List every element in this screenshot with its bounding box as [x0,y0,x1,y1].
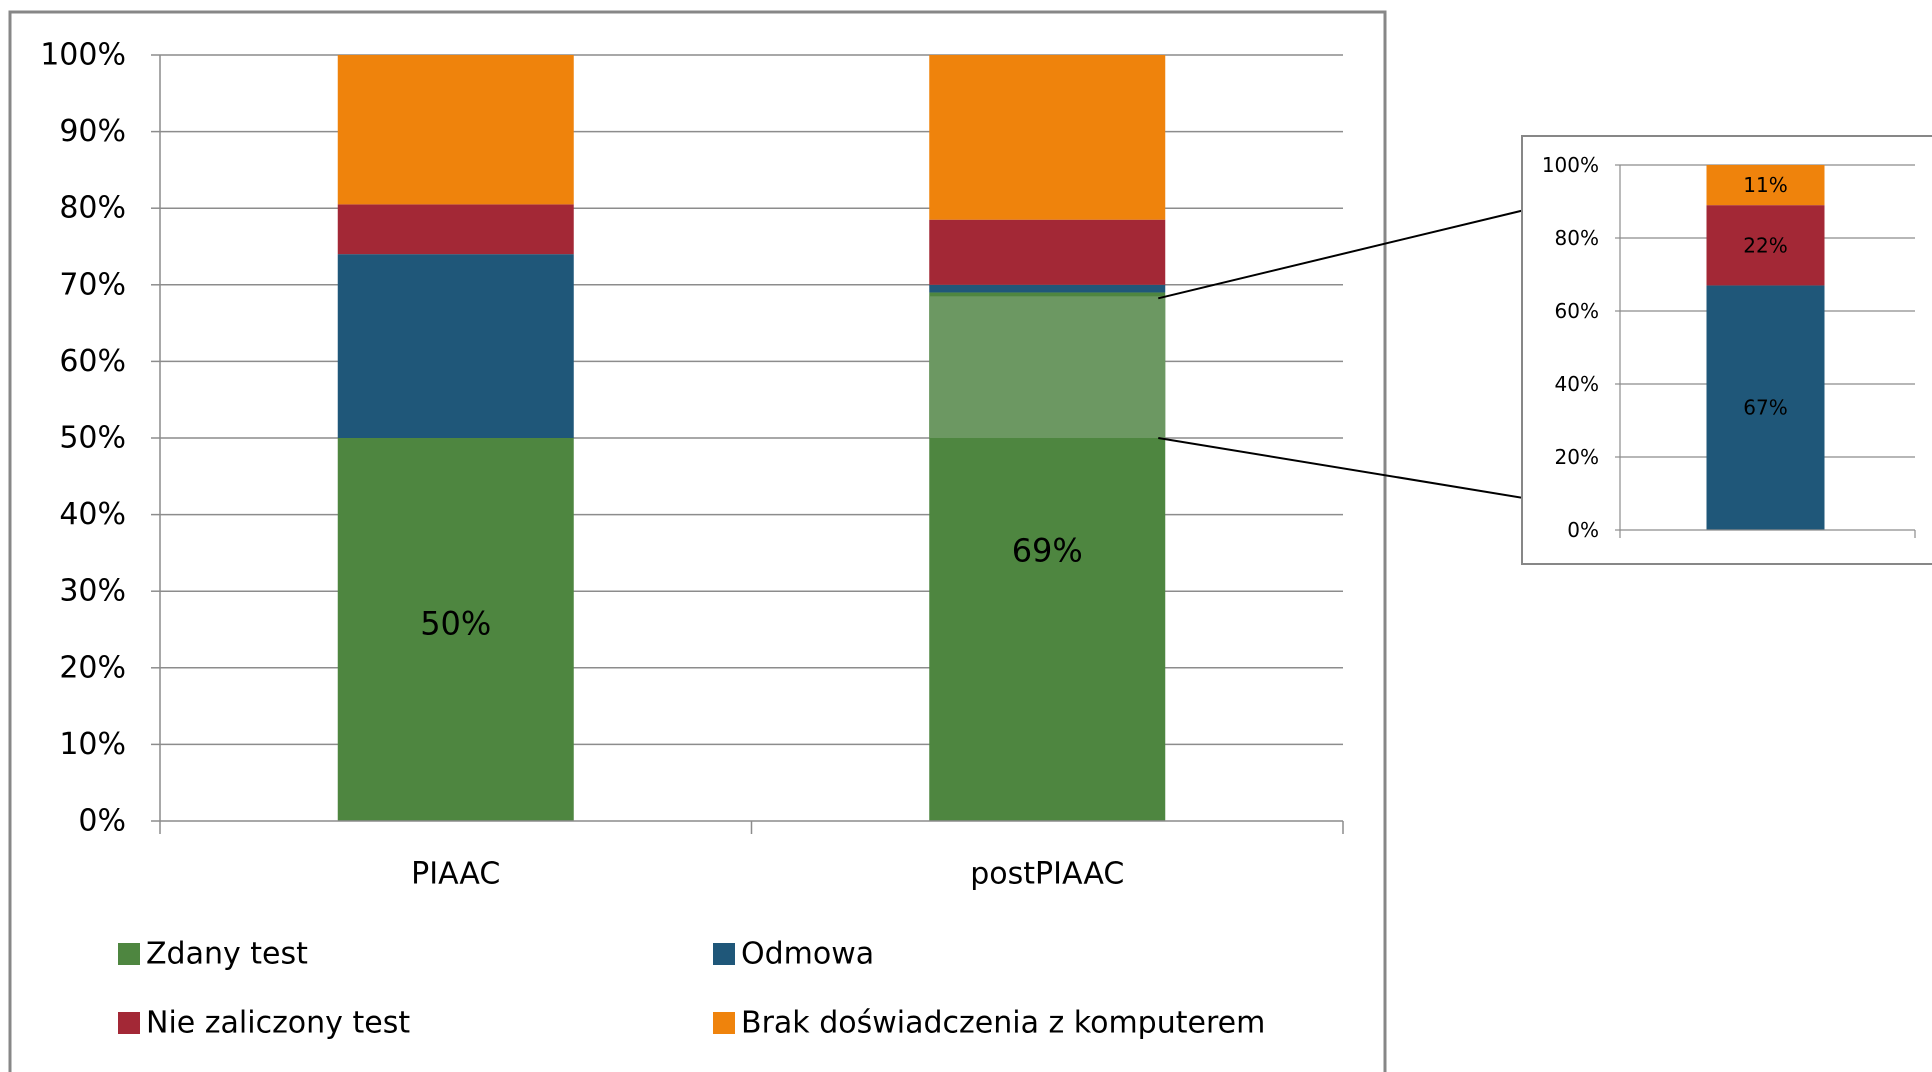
inset-bar-data-label: 22% [1743,233,1787,257]
inset-chart-axes [1619,165,1916,538]
inset-y-tick-label: 20% [1555,445,1599,469]
inset-bar-segment [1706,285,1825,530]
y-tick-label: 10% [59,727,126,762]
zoomed-segment-highlight [929,296,1166,438]
bar-segment [337,55,574,205]
legend-label: Zdany test [146,937,308,972]
y-tick-label: 30% [59,574,126,609]
legend-swatch [118,943,140,965]
x-tick-label: PIAAC [411,857,500,892]
inset-y-tick-label: 60% [1555,299,1599,323]
main-chart-bars [337,55,1166,822]
y-tick-label: 60% [59,344,126,379]
inset-bar-segment [1706,165,1825,206]
bar-data-label: 50% [420,605,491,643]
bar-segment [337,438,574,821]
y-tick-label: 0% [78,804,126,839]
bar-segment [337,204,574,255]
x-tick-label: postPIAAC [970,857,1124,892]
y-tick-label: 80% [59,191,126,226]
legend-label: Odmowa [741,937,874,972]
y-tick-label: 100% [40,38,126,73]
y-tick-label: 90% [59,114,126,149]
legend-swatch [713,943,735,965]
y-tick-label: 70% [59,267,126,302]
legend-swatch [713,1012,735,1034]
inset-y-tick-label: 0% [1567,518,1599,542]
legend-label: Brak doświadczenia z komputerem [741,1006,1265,1041]
inset-chart-data-labels: 67% 22% 11% [1743,173,1787,420]
inset-bar-data-label: 67% [1743,396,1787,420]
inset-bar-data-label: 11% [1743,173,1787,197]
bar-segment [337,254,574,438]
inset-chart-gridlines: 0% 20% 40% 60% 80% 100% [1542,153,1915,542]
main-chart-border [8,10,1387,1072]
bar-data-label: 69% [1012,532,1083,570]
legend-label: Nie zaliczony test [146,1006,410,1041]
inset-y-tick-label: 100% [1542,153,1599,177]
bar-segment [929,55,1166,220]
main-chart-axes: PIAAC postPIAAC [159,55,1344,892]
main-chart-data-labels: 50% 69% [420,532,1083,643]
y-tick-label: 50% [59,421,126,456]
bar-segment [929,219,1166,285]
legend-swatch [118,1012,140,1034]
legend: Zdany test Odmowa Nie zaliczony test Brak d… [118,937,1265,1041]
inset-bar-segment [1706,205,1825,286]
inset-chart-bars [1706,165,1825,530]
y-tick-label: 40% [59,497,126,532]
bar-segment [929,284,1166,293]
y-tick-label: 20% [59,650,126,685]
inset-y-tick-label: 40% [1555,372,1599,396]
inset-y-tick-label: 80% [1555,226,1599,250]
